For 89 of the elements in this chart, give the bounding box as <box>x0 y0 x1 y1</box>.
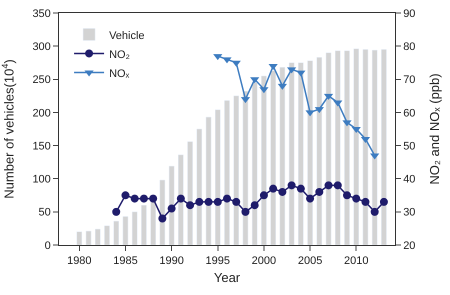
bar <box>233 96 240 245</box>
y-tick-label: 200 <box>32 107 51 120</box>
x-tick-label: 2010 <box>344 255 368 268</box>
y2-tick-label: 80 <box>403 40 416 53</box>
point <box>334 181 342 190</box>
legend-label: NOₓ <box>109 68 130 80</box>
y2-axis-title: NO₂ and NOₓ (ppb) <box>427 73 442 185</box>
y2-tick-label: 90 <box>403 8 416 20</box>
y-tick-label: 50 <box>38 206 51 219</box>
bar <box>196 128 202 245</box>
point <box>370 208 379 216</box>
point <box>288 181 296 190</box>
x-tick-label: 1990 <box>159 255 184 268</box>
point <box>361 198 370 206</box>
bar <box>187 141 193 245</box>
point <box>269 184 278 193</box>
point <box>232 198 240 206</box>
y2-tick-label: 20 <box>403 240 416 252</box>
legend-label: NO₂ <box>109 48 130 61</box>
y-tick-label: 100 <box>32 174 51 186</box>
point <box>380 198 388 206</box>
point <box>168 204 176 213</box>
point <box>214 198 222 206</box>
y2-tick-label: 40 <box>403 174 416 186</box>
x-tick-label: 2000 <box>252 255 276 268</box>
bar <box>141 204 147 245</box>
bar <box>298 62 304 245</box>
x-tick-label: 1985 <box>113 255 138 268</box>
bar <box>270 70 276 245</box>
point <box>278 188 286 196</box>
bar <box>224 100 230 245</box>
bar <box>288 62 294 245</box>
point <box>315 188 324 196</box>
bar <box>113 220 120 245</box>
point <box>176 194 185 203</box>
bar <box>280 67 286 245</box>
point <box>260 191 268 200</box>
y2-tick-label: 30 <box>403 206 416 219</box>
y-tick-label: 150 <box>32 140 51 152</box>
point <box>140 194 148 203</box>
point <box>250 201 259 210</box>
legend-label: Vehicle <box>109 30 145 42</box>
bar <box>353 48 360 245</box>
point <box>241 208 250 216</box>
y-tick-label: 350 <box>32 8 51 20</box>
point <box>158 214 166 222</box>
x-tick-label: 1995 <box>206 255 230 268</box>
bar <box>316 57 322 245</box>
point <box>324 181 333 190</box>
bar <box>362 49 368 245</box>
bar <box>178 154 184 245</box>
bar <box>76 231 82 245</box>
bar <box>261 76 267 245</box>
point <box>352 194 360 203</box>
point <box>121 191 130 200</box>
bar <box>214 110 221 245</box>
y-tick-label: 250 <box>32 74 51 86</box>
bar <box>242 90 248 245</box>
point <box>204 198 213 206</box>
bar <box>326 52 332 245</box>
bar <box>252 82 258 245</box>
point <box>112 208 120 216</box>
bar <box>206 116 212 245</box>
point <box>306 194 314 203</box>
y2-tick-label: 50 <box>403 140 416 152</box>
point <box>149 194 158 203</box>
point <box>186 201 194 210</box>
y2-tick-label: 60 <box>403 107 416 120</box>
y-tick-label: 300 <box>32 40 51 53</box>
bar <box>381 49 387 245</box>
y2-tick-label: 70 <box>403 74 416 86</box>
bar <box>132 212 138 245</box>
bar <box>307 60 313 245</box>
point <box>343 191 351 200</box>
point <box>195 198 204 206</box>
point <box>130 194 139 203</box>
x-tick-label: 1980 <box>67 255 92 268</box>
bar <box>122 216 128 245</box>
point <box>223 194 231 203</box>
y-tick-label: 0 <box>44 240 51 252</box>
x-axis-title: Year <box>214 270 241 285</box>
bar <box>334 50 341 245</box>
bar <box>94 228 101 245</box>
bar <box>344 50 350 245</box>
bar <box>372 50 378 245</box>
point <box>296 184 305 193</box>
x-tick-label: 2005 <box>298 255 322 268</box>
bar <box>86 230 92 245</box>
bar <box>104 226 110 245</box>
